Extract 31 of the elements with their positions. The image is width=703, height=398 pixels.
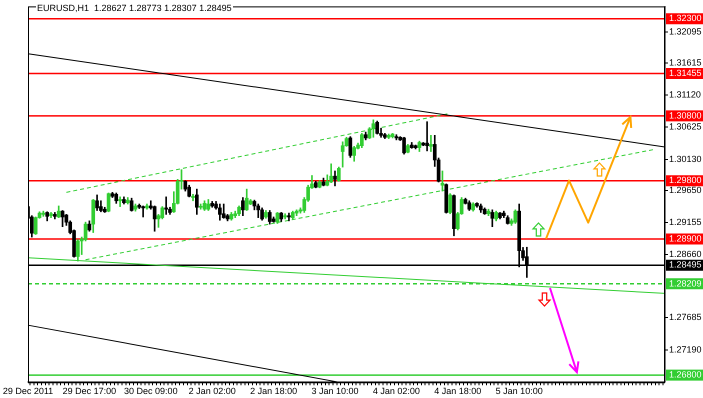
y-tick-label: 1.30130 — [669, 154, 702, 164]
y-tick-label: 1.28660 — [669, 249, 702, 260]
y-tick-label: 1.27190 — [669, 344, 702, 354]
x-tick-label: 29 Dec 2011 — [2, 386, 54, 396]
y-tick-label: 1.31615 — [669, 58, 702, 68]
x-tick-label: 3 Jan 10:00 — [311, 386, 359, 396]
ref-line-label: 1.28495 — [669, 260, 702, 270]
candlestick — [333, 170, 337, 186]
y-tick-label: 1.32095 — [669, 26, 702, 36]
y-tick-label: 1.29155 — [669, 216, 702, 227]
chart-title: EURUSD,H1 1.28627 1.28773 1.28307 1.28495 — [36, 3, 233, 13]
x-tick-label: 30 Dec 09:00 — [124, 386, 178, 396]
x-tick-label: 4 Jan 02:00 — [372, 386, 420, 396]
ref-line-label: 1.29800 — [669, 175, 702, 186]
x-tick-label: 2 Jan 02:00 — [188, 386, 236, 396]
x-tick-label: 5 Jan 10:00 — [496, 386, 543, 396]
ref-line-label: 1.26800 — [669, 370, 702, 380]
y-tick-label: 1.27685 — [669, 312, 702, 322]
ref-line-label: 1.32300 — [669, 13, 702, 24]
x-tick-label: 4 Jan 18:00 — [434, 386, 482, 396]
x-tick-label: 2 Jan 18:00 — [250, 386, 298, 396]
ref-line-label: 1.30800 — [669, 110, 702, 120]
candlestick — [440, 170, 444, 192]
y-tick-label: 1.29650 — [669, 184, 702, 195]
ref-line-label: 1.28209 — [669, 278, 702, 288]
x-tick-label: 29 Dec 17:00 — [62, 386, 116, 396]
ref-line-label: 1.31455 — [669, 68, 702, 78]
ref-line-label: 1.28900 — [669, 233, 702, 244]
y-tick-label: 1.31120 — [669, 90, 701, 100]
y-tick-label: 1.30625 — [669, 122, 702, 132]
candlestick — [429, 135, 433, 152]
